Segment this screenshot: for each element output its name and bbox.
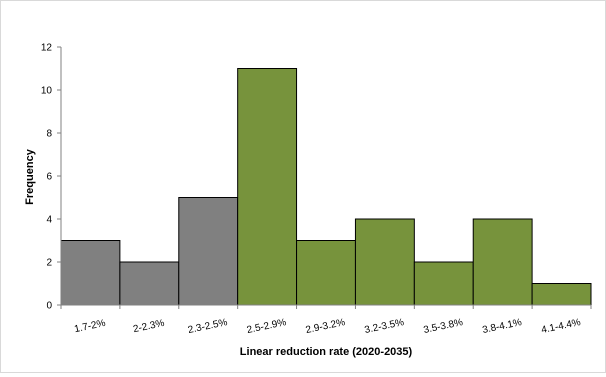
x-category-label: 3.2-3.5% (364, 317, 406, 336)
plot-area: 0 2 4 6 8 10 12 1.7-2% 2-2.3% 2.3-2.5% 2.5-2.9% 2.9… (41, 43, 592, 336)
y-tick-label: 6 (46, 172, 52, 183)
y-tick-label: 4 (46, 215, 52, 226)
y-axis-title: Frequency (24, 148, 36, 205)
y-tick-label: 12 (41, 43, 53, 54)
y-tick-label: 2 (46, 258, 52, 269)
x-axis-title: Linear reduction rate (2020-2035) (240, 346, 413, 358)
histogram-bar (178, 197, 239, 306)
y-tick-label: 0 (46, 301, 52, 312)
y-tick-label: 10 (41, 86, 53, 97)
x-category-label: 2-2.3% (132, 318, 165, 335)
x-category-label: 4.1-4.4% (540, 317, 582, 336)
histogram-bar (531, 283, 592, 306)
histogram-bar (237, 68, 298, 306)
x-category-label: 2.5-2.9% (246, 317, 288, 336)
histogram-bar (413, 261, 474, 306)
x-category-label: 1.7-2% (73, 318, 106, 335)
x-category-label: 2.9-3.2% (305, 317, 347, 336)
histogram-bar (296, 240, 356, 306)
histogram-bar (472, 218, 533, 306)
x-category-label: 2.3-2.5% (187, 317, 229, 336)
histogram-bar (354, 218, 415, 306)
histogram-bar (60, 240, 121, 306)
x-category-label: 3.8-4.1% (481, 317, 523, 336)
y-tick-label: 8 (46, 129, 52, 140)
histogram-bar (119, 261, 180, 306)
x-category-label: 3.5-3.8% (423, 317, 465, 336)
